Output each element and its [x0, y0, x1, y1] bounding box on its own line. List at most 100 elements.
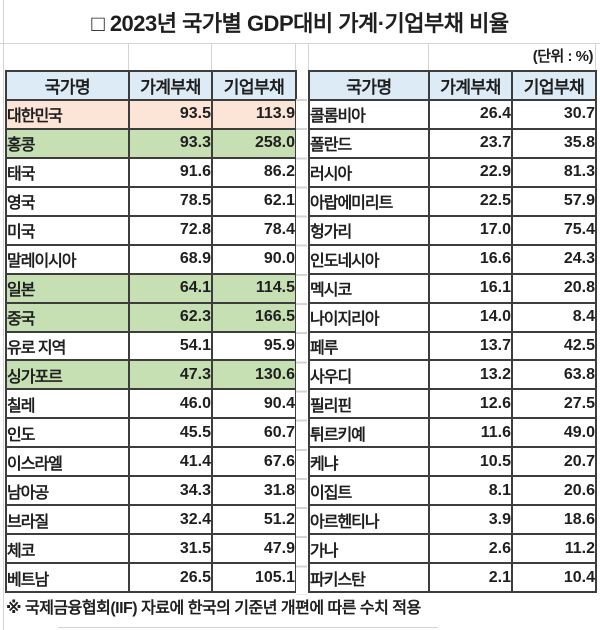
corporate-debt-cell: 47.9 [211, 533, 297, 564]
corporate-debt-cell: 57.9 [511, 185, 597, 217]
gridline-vertical [211, 43, 212, 70]
country-cell: 일본 [5, 272, 130, 304]
country-cell: 멕시코 [308, 272, 430, 304]
household-debt-cell: 8.1 [428, 475, 513, 507]
corporate-debt-cell: 114.5 [211, 272, 297, 304]
country-cell: 이스라엘 [5, 446, 130, 478]
household-debt-cell: 26.5 [128, 562, 213, 593]
table-row: 유로 지역 54.1 95.9 [5, 330, 297, 362]
country-cell: 싱가포르 [5, 359, 130, 391]
page-title: □ 2023년 국가별 GDP대비 가계·기업부채 비율 [91, 10, 509, 36]
corporate-debt-column-header: 기업부채 [211, 70, 297, 101]
household-debt-cell: 22.5 [428, 185, 513, 217]
corporate-debt-cell: 90.0 [211, 243, 297, 275]
country-column-header: 국가명 [5, 70, 130, 101]
gridline-vertical [428, 43, 429, 70]
country-cell: 사우디 [308, 359, 430, 391]
household-debt-cell: 93.5 [128, 99, 213, 130]
country-cell: 태국 [5, 156, 130, 188]
household-debt-cell: 12.6 [428, 388, 513, 420]
unit-label: (단위 : %) [532, 48, 594, 65]
table-row: 필리핀 12.6 27.5 [308, 388, 597, 420]
table-row: 이집트 8.1 20.6 [308, 475, 597, 507]
country-cell: 말레이시아 [5, 243, 130, 275]
corporate-debt-cell: 81.3 [511, 156, 597, 188]
table-row: 인도 45.5 60.7 [5, 417, 297, 449]
gridline-vertical [128, 43, 129, 70]
corporate-debt-column-header: 기업부채 [511, 70, 597, 101]
corporate-debt-cell: 30.7 [511, 99, 597, 130]
household-debt-cell: 16.6 [428, 243, 513, 275]
household-debt-cell: 54.1 [128, 330, 213, 362]
country-cell: 폴란드 [308, 127, 430, 159]
table-row: 헝가리 17.0 75.4 [308, 214, 597, 246]
country-cell: 헝가리 [308, 214, 430, 246]
country-cell: 베트남 [5, 562, 130, 593]
corporate-debt-cell: 10.4 [511, 562, 597, 593]
corporate-debt-cell: 51.2 [211, 504, 297, 536]
country-cell: 남아공 [5, 475, 130, 507]
corporate-debt-cell: 67.6 [211, 446, 297, 478]
table-row: 멕시코 16.1 20.8 [308, 272, 597, 304]
household-debt-cell: 93.3 [128, 127, 213, 159]
corporate-debt-cell: 130.6 [211, 359, 297, 391]
gridline-vertical [295, 43, 296, 70]
country-cell: 영국 [5, 185, 130, 217]
country-cell: 대한민국 [5, 99, 130, 130]
country-cell: 튀르키예 [308, 417, 430, 449]
corporate-debt-cell: 20.6 [511, 475, 597, 507]
household-debt-cell: 26.4 [428, 99, 513, 130]
corporate-debt-cell: 63.8 [511, 359, 597, 391]
household-debt-cell: 64.1 [128, 272, 213, 304]
corporate-debt-cell: 258.0 [211, 127, 297, 159]
corporate-debt-cell: 20.7 [511, 446, 597, 478]
household-debt-cell: 72.8 [128, 214, 213, 246]
table-row: 러시아 22.9 81.3 [308, 156, 597, 188]
table-row: 가나 2.6 11.2 [308, 533, 597, 564]
table-row: 싱가포르 47.3 130.6 [5, 359, 297, 391]
corporate-debt-cell: 75.4 [511, 214, 597, 246]
country-cell: 페루 [308, 330, 430, 362]
table-row: 영국 78.5 62.1 [5, 185, 297, 217]
table-row: 브라질 32.4 51.2 [5, 504, 297, 536]
country-cell: 인도네시아 [308, 243, 430, 275]
household-debt-cell: 2.1 [428, 562, 513, 593]
debt-table-left: 국가명 가계부채 기업부채 대한민국 93.5 113.9 홍콩 93.3 258.0 태국… [5, 70, 297, 593]
household-debt-cell: 17.0 [428, 214, 513, 246]
table-row: 칠레 46.0 90.4 [5, 388, 297, 420]
country-cell: 파키스탄 [308, 562, 430, 593]
table-row: 폴란드 23.7 35.8 [308, 127, 597, 159]
corporate-debt-cell: 20.8 [511, 272, 597, 304]
gridline-horizontal-under-title [0, 43, 600, 44]
table-row: 말레이시아 68.9 90.0 [5, 243, 297, 275]
corporate-debt-cell: 11.2 [511, 533, 597, 564]
household-debt-cell: 45.5 [128, 417, 213, 449]
table-row: 케냐 10.5 20.7 [308, 446, 597, 478]
country-cell: 가나 [308, 533, 430, 564]
corporate-debt-cell: 24.3 [511, 243, 597, 275]
table-row: 베트남 26.5 105.1 [5, 562, 297, 593]
household-debt-column-header: 가계부채 [428, 70, 513, 101]
country-cell: 미국 [5, 214, 130, 246]
country-cell: 러시아 [308, 156, 430, 188]
corporate-debt-cell: 8.4 [511, 301, 597, 333]
household-debt-cell: 16.1 [428, 272, 513, 304]
country-cell: 나이지리아 [308, 301, 430, 333]
corporate-debt-cell: 62.1 [211, 185, 297, 217]
table-row: 파키스탄 2.1 10.4 [308, 562, 597, 593]
country-cell: 이집트 [308, 475, 430, 507]
header-row: 국가명 가계부채 기업부채 [5, 70, 297, 101]
household-debt-cell: 3.9 [428, 504, 513, 536]
household-debt-cell: 23.7 [428, 127, 513, 159]
source-footnote: ※ 국제금융협회(IIF) 자료에 한국의 기준년 개편에 따른 수치 적용 [6, 600, 421, 617]
country-cell: 홍콩 [5, 127, 130, 159]
corporate-debt-cell: 18.6 [511, 504, 597, 536]
country-cell: 유로 지역 [5, 330, 130, 362]
household-debt-cell: 62.3 [128, 301, 213, 333]
gridline-vertical [595, 43, 596, 70]
corporate-debt-cell: 113.9 [211, 99, 297, 130]
corporate-debt-cell: 49.0 [511, 417, 597, 449]
household-debt-cell: 46.0 [128, 388, 213, 420]
country-cell: 케냐 [308, 446, 430, 478]
